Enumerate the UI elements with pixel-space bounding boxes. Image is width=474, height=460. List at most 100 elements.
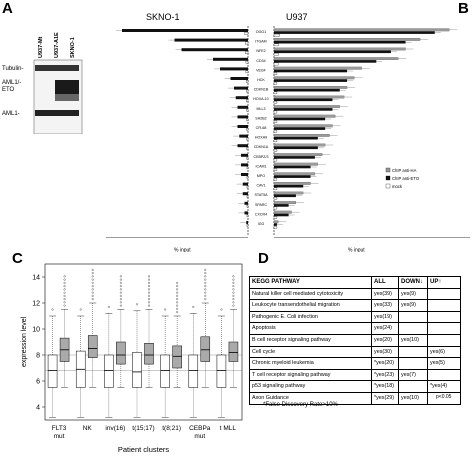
u937-ha-bar: [273, 201, 297, 205]
table-row: Apoptosis yes(24): [249, 322, 461, 335]
legend-swatch: [385, 175, 391, 181]
outlier-point: [176, 285, 179, 288]
outlier-point: [204, 275, 207, 278]
u937-eto-bar: [274, 146, 318, 150]
box: [160, 354, 170, 388]
box: [47, 354, 58, 388]
gene-label: HOXA9: [255, 136, 267, 140]
gene-label: SPARC: [255, 203, 268, 207]
gene-label: VEGF: [256, 68, 267, 72]
u937-eto-bar: [274, 213, 289, 217]
outlier-point: [119, 281, 122, 284]
u937-ha-bar: [273, 124, 333, 128]
header-down: DOWN↓: [398, 276, 428, 289]
u937-ha-bar: [273, 57, 399, 60]
outlier-point: [204, 291, 207, 294]
skno1-eto-bar: [213, 57, 248, 61]
pathway-cell: T cell receptor signaling pathway: [249, 368, 372, 382]
outlier-point: [176, 307, 179, 310]
box: [144, 343, 154, 365]
u937-mock-bar: [273, 216, 278, 219]
up-cell: *yes(4): [427, 380, 461, 393]
up-cell: [427, 299, 461, 312]
outlier-point: [119, 275, 122, 278]
u937-ha-bar: [273, 143, 326, 147]
u937-mock-bar: [273, 149, 278, 152]
all-cell: yes(19): [371, 310, 399, 324]
outlier-point: [119, 301, 122, 304]
outlier-point: [148, 285, 150, 288]
outlier-point: [148, 301, 150, 304]
skno1-eto-bar: [244, 211, 248, 215]
outlier-point: [119, 285, 122, 288]
down-cell: yes(9): [398, 287, 428, 301]
down-cell: yes(10): [398, 333, 428, 347]
skno1-eto-bar: [234, 86, 248, 90]
u937-mock-bar: [273, 53, 279, 56]
y-axis-label: expression level: [21, 316, 28, 367]
skno1-eto-bar: [181, 48, 248, 52]
u937-eto-bar: [274, 223, 277, 226]
u937-eto-bar: [274, 136, 318, 140]
outlier-point: [119, 291, 122, 294]
u937-mock-bar: [273, 72, 278, 75]
box: [200, 336, 211, 362]
u937-eto-bar: [274, 40, 406, 44]
up-cell: [427, 391, 461, 405]
outlier-point: [220, 308, 223, 311]
u937-eto-bar: [274, 108, 333, 111]
outlier-point: [192, 305, 195, 308]
skno1-eto-bar: [220, 67, 248, 71]
outlier-point: [63, 285, 66, 288]
pathway-cell: B cell receptor signaling pathway: [249, 333, 372, 347]
skno1-mock-bar: [245, 41, 249, 45]
all-cell: yes(30): [371, 345, 399, 359]
gene-label: HOXA-10: [253, 97, 268, 101]
y-tick-label: 4: [36, 405, 40, 412]
outlier-point: [204, 285, 207, 288]
x-axis-label: Patient clusters: [118, 445, 170, 454]
outlier-point: [51, 308, 54, 311]
u937-mock-bar: [273, 168, 278, 171]
outlier-point: [204, 268, 207, 271]
band-label: ETO: [2, 87, 15, 93]
pathway-cell: Pathogenic E. Coli infection: [249, 310, 372, 324]
table-header-row: KEGG PATHWAY ALL DOWN↓ UP↑: [249, 276, 461, 289]
panel-c-label: C: [12, 250, 23, 267]
table-row: Chronic myeloid leukemia *yes(20) yes(5): [249, 357, 461, 370]
outlier-point: [107, 305, 110, 308]
fdr-note: *False Discovery Rate>10%: [263, 402, 338, 408]
panel-b-label: B: [458, 0, 469, 17]
outlier-point: [63, 275, 66, 278]
skno1-mock-bar: [246, 224, 249, 227]
panel-a-label: A: [2, 0, 13, 17]
outlier-point: [136, 303, 138, 306]
lane-label: U937-A1E: [54, 32, 60, 58]
down-cell: yes(7): [398, 368, 428, 382]
pathway-cell: Axon Guidance: [249, 391, 372, 405]
outlier-point: [232, 294, 235, 297]
skno1-eto-bar: [244, 201, 248, 205]
gene-label: CXCR4: [255, 212, 267, 216]
down-cell: [398, 310, 428, 324]
outlier-point: [204, 281, 207, 284]
chip-bar-chart: SKNO-1 U937 OGG1 ITGAM NFE2 CD34 VEGF HCK CDKN1B…: [106, 12, 470, 254]
outlier-point: [148, 304, 150, 307]
u937-ha-bar: [273, 76, 355, 80]
table-row: Natural killer cell mediated cytotoxicit…: [249, 287, 461, 301]
u937-eto-bar: [274, 184, 304, 188]
outlier-point: [176, 298, 179, 301]
u937-ha-bar: [273, 191, 304, 195]
u937-eto-bar: [274, 127, 326, 130]
cluster-label: mut: [194, 433, 205, 440]
outlier-point: [119, 304, 122, 307]
lane-label: U937-Mt: [38, 36, 44, 58]
gene-label: NFE2: [256, 49, 265, 53]
cluster-label: mut: [54, 433, 65, 440]
box: [116, 341, 126, 365]
down-cell: yes(10): [398, 391, 428, 405]
box: [87, 335, 98, 358]
u937-ha-bar: [273, 210, 292, 214]
table-row: p53 signaling pathway *yes(18) *yes(4): [249, 380, 461, 393]
outlier-point: [148, 291, 150, 294]
